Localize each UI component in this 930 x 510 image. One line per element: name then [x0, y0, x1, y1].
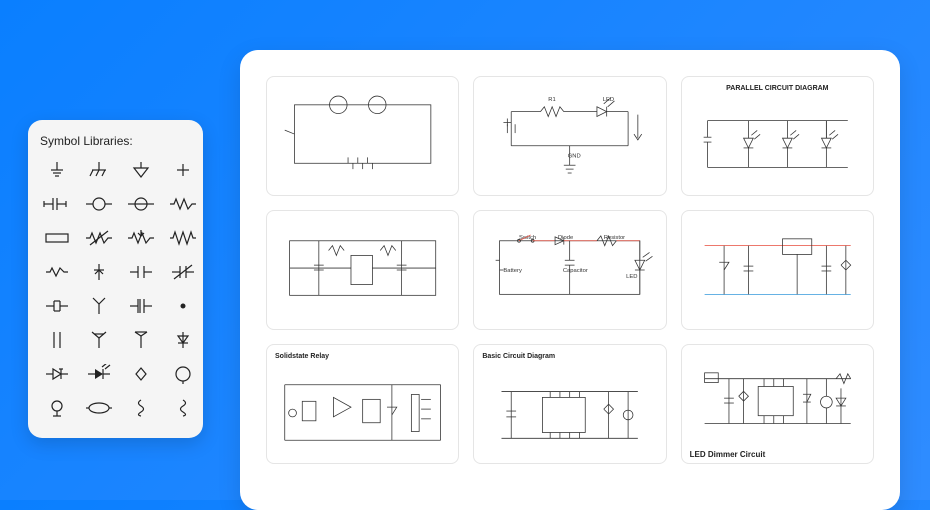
- node-icon[interactable]: [166, 158, 200, 182]
- template-canvas: R1 LED GND PARALLEL CIRCUIT: [240, 50, 900, 510]
- symbol-library-panel: Symbol Libraries:: [28, 120, 203, 438]
- template-r1-led[interactable]: R1 LED GND: [473, 76, 666, 196]
- led-icon[interactable]: [82, 362, 116, 386]
- template-solidstate[interactable]: Solidstate Relay: [266, 344, 459, 464]
- svg-text:R1: R1: [549, 97, 556, 103]
- antenna-whip-icon[interactable]: [124, 328, 158, 352]
- template-title: PARALLEL CIRCUIT DIAGRAM: [690, 85, 865, 92]
- resistor-small-icon[interactable]: [40, 260, 74, 284]
- battery-icon[interactable]: [82, 396, 116, 420]
- junction-dot-icon[interactable]: [166, 294, 200, 318]
- signal-ground-icon[interactable]: [124, 158, 158, 182]
- template-basic-circuit[interactable]: Basic Circuit Diagram: [473, 344, 666, 464]
- svg-text:LED: LED: [626, 274, 637, 280]
- rect-icon[interactable]: [40, 226, 74, 250]
- template-led-dimmer[interactable]: LED Dimmer Circuit: [681, 344, 874, 464]
- template-title: Basic Circuit Diagram: [482, 353, 657, 360]
- capacitor-polar-icon[interactable]: [124, 260, 158, 284]
- antenna-icon[interactable]: [124, 294, 158, 318]
- template-regulator[interactable]: [681, 210, 874, 330]
- resistor-icon[interactable]: [166, 192, 200, 216]
- coil2-icon[interactable]: [166, 396, 200, 420]
- diode-icon[interactable]: [82, 260, 116, 284]
- cap-var-icon[interactable]: [166, 260, 200, 284]
- template-switch-diode[interactable]: Switch Diode Resistor Battery Capacitor …: [473, 210, 666, 330]
- chassis-ground-icon[interactable]: [82, 158, 116, 182]
- template-amplifier[interactable]: [266, 210, 459, 330]
- resistor-zig-icon[interactable]: [166, 226, 200, 250]
- potentiometer-icon[interactable]: [124, 226, 158, 250]
- inductor-icon[interactable]: [166, 362, 200, 386]
- template-title: LED Dimmer Circuit: [690, 450, 766, 459]
- antenna-y-icon[interactable]: [82, 294, 116, 318]
- crystal-icon[interactable]: [124, 362, 158, 386]
- capacitor-icon[interactable]: [40, 192, 74, 216]
- template-parallel[interactable]: PARALLEL CIRCUIT DIAGRAM: [681, 76, 874, 196]
- zener-icon[interactable]: [40, 362, 74, 386]
- template-grid: R1 LED GND PARALLEL CIRCUIT: [266, 76, 874, 464]
- pin-icon[interactable]: [40, 328, 74, 352]
- terminal-icon[interactable]: [40, 294, 74, 318]
- svg-text:Battery: Battery: [504, 268, 523, 274]
- motor-icon[interactable]: [40, 396, 74, 420]
- source-v-icon[interactable]: [82, 192, 116, 216]
- source-i-icon[interactable]: [124, 192, 158, 216]
- ground-icon[interactable]: [40, 158, 74, 182]
- svg-text:Capacitor: Capacitor: [563, 268, 588, 274]
- symbol-library-title: Symbol Libraries:: [40, 134, 191, 148]
- template-basic-loop[interactable]: [266, 76, 459, 196]
- svg-text:Diode: Diode: [558, 235, 573, 241]
- template-title: Solidstate Relay: [275, 353, 450, 360]
- resistor-var-icon[interactable]: [82, 226, 116, 250]
- antenna-loop-icon[interactable]: [82, 328, 116, 352]
- symbol-grid: [40, 158, 191, 420]
- diode-small-icon[interactable]: [166, 328, 200, 352]
- coil-icon[interactable]: [124, 396, 158, 420]
